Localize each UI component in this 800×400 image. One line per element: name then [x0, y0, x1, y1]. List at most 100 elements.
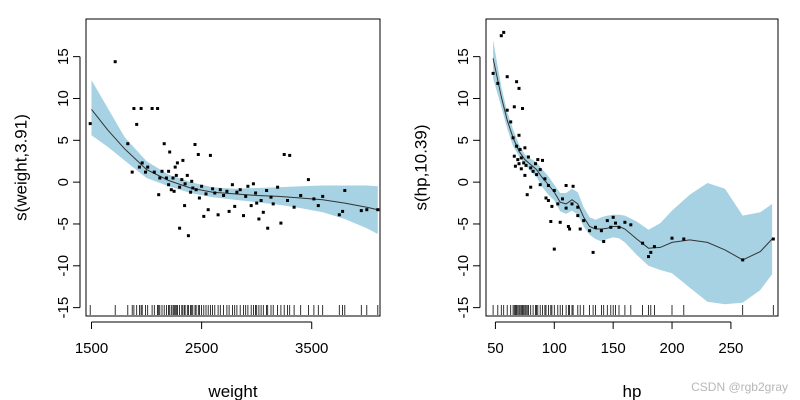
- data-point: [251, 182, 255, 186]
- data-point: [629, 223, 633, 227]
- data-point: [502, 30, 506, 34]
- data-point: [259, 199, 263, 202]
- data-point: [200, 184, 204, 188]
- y-tick-label: 5: [455, 136, 472, 144]
- data-point: [246, 184, 250, 188]
- data-point: [144, 170, 147, 174]
- data-point: [186, 234, 190, 238]
- data-point: [538, 168, 542, 172]
- data-point: [550, 204, 554, 208]
- data-point: [171, 176, 175, 180]
- data-point: [517, 133, 521, 137]
- data-point: [254, 191, 258, 195]
- y-tick-label: 10: [55, 90, 72, 107]
- watermark: CSDN @rgb2gray: [691, 380, 788, 394]
- data-point: [623, 220, 627, 224]
- data-point: [150, 107, 154, 110]
- data-point: [233, 204, 237, 208]
- data-point: [529, 166, 533, 170]
- data-point: [242, 214, 245, 218]
- data-point: [556, 202, 560, 206]
- data-point: [771, 237, 775, 241]
- y-tick-label: 15: [55, 48, 72, 65]
- data-point: [617, 225, 621, 229]
- data-point: [544, 196, 548, 200]
- smooth-line: [492, 58, 773, 261]
- data-point: [523, 173, 527, 177]
- confidence-band: [91, 80, 378, 234]
- data-point: [365, 208, 369, 212]
- data-point: [578, 227, 582, 231]
- data-point: [261, 210, 265, 214]
- data-point: [167, 183, 171, 187]
- data-point: [279, 221, 283, 225]
- data-point: [576, 205, 580, 209]
- data-point: [230, 183, 234, 187]
- data-point: [172, 189, 176, 193]
- data-point: [126, 142, 130, 146]
- data-point: [523, 146, 527, 150]
- data-point: [213, 191, 217, 195]
- data-point: [276, 185, 280, 189]
- data-point: [189, 190, 193, 194]
- data-point: [525, 193, 529, 197]
- data-point: [169, 188, 173, 192]
- x-tick-label: 3500: [295, 340, 328, 357]
- data-point: [641, 241, 645, 245]
- data-point: [568, 227, 572, 231]
- data-point: [647, 255, 650, 259]
- data-point: [181, 158, 185, 162]
- data-point: [741, 258, 745, 262]
- data-point: [682, 237, 686, 241]
- data-point: [522, 161, 526, 165]
- data-point: [299, 194, 303, 197]
- data-point: [306, 178, 310, 182]
- data-point: [594, 225, 597, 229]
- data-point: [519, 156, 523, 160]
- data-point: [271, 202, 275, 206]
- data-point: [571, 184, 575, 188]
- data-point: [538, 183, 542, 187]
- data-point: [496, 81, 500, 85]
- y-tick-label: -5: [455, 217, 472, 230]
- data-point: [552, 247, 556, 251]
- data-point: [561, 197, 564, 201]
- data-point: [505, 108, 509, 112]
- data-point: [526, 155, 530, 159]
- data-point: [337, 213, 341, 217]
- data-point: [546, 199, 550, 202]
- data-point: [549, 220, 553, 223]
- data-point: [162, 142, 166, 146]
- data-point: [194, 188, 198, 192]
- data-point: [558, 220, 562, 224]
- data-point: [197, 196, 201, 200]
- data-point: [512, 154, 516, 158]
- data-point: [160, 169, 164, 173]
- data-point: [257, 217, 261, 221]
- panel-hp: 50 100 150 200 250 -15 -10 -5 0 5 10 15 hp s(hp,10.39…: [411, 18, 779, 400]
- data-point: [343, 189, 347, 192]
- data-point: [164, 176, 168, 180]
- data-point: [499, 34, 503, 38]
- data-point: [511, 136, 515, 140]
- data-point: [521, 107, 524, 110]
- data-point: [227, 209, 231, 213]
- data-point: [564, 184, 568, 187]
- data-point: [178, 185, 182, 189]
- data-point: [286, 199, 289, 202]
- data-point: [582, 219, 586, 223]
- data-point: [312, 197, 316, 201]
- y-tick-label: -10: [55, 255, 72, 277]
- data-point: [130, 170, 134, 174]
- data-point: [599, 229, 603, 233]
- y-tick-label: 0: [55, 178, 72, 186]
- data-point: [516, 158, 520, 162]
- data-point: [135, 122, 139, 126]
- data-point: [196, 153, 200, 156]
- data-point: [652, 245, 656, 249]
- data-point: [292, 205, 296, 209]
- data-point: [173, 165, 177, 169]
- x-tick-label: 200: [660, 340, 685, 357]
- data-point: [614, 221, 617, 225]
- data-point: [649, 250, 653, 254]
